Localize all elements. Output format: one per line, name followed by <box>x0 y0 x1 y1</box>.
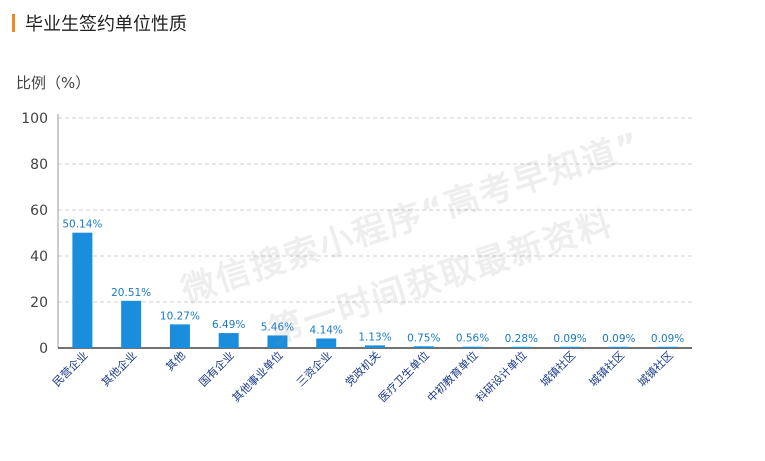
data-label: 6.49% <box>212 319 245 331</box>
bar <box>72 232 93 348</box>
data-label: 0.75% <box>407 332 440 344</box>
x-tick-label: 城镇社区 <box>586 348 627 389</box>
x-tick-label: 三资企业 <box>293 348 334 389</box>
x-tick-label: 其他企业 <box>98 348 139 389</box>
x-tick-label: 民营企业 <box>49 348 90 389</box>
x-tick-label: 国有企业 <box>196 348 237 389</box>
page-header: 毕业生签约单位性质 <box>12 10 187 36</box>
data-label: 0.56% <box>456 333 489 345</box>
x-tick-label: 党政机关 <box>342 348 383 389</box>
data-label: 4.14% <box>310 324 343 336</box>
y-axis-unit-label: 比例（%） <box>16 74 91 92</box>
x-tick-label: 城镇社区 <box>537 348 578 389</box>
bar <box>608 346 629 348</box>
bar <box>267 335 288 348</box>
bar <box>316 338 337 348</box>
x-tick-label: 城镇社区 <box>635 348 676 389</box>
bar <box>511 346 532 348</box>
y-tick-label: 40 <box>30 249 48 265</box>
bar <box>413 346 434 348</box>
y-tick-label: 20 <box>30 295 48 311</box>
x-tick-label: 医疗卫生单位 <box>375 348 432 405</box>
y-tick-label: 0 <box>39 341 48 357</box>
page-title: 毕业生签约单位性质 <box>25 14 187 35</box>
data-label: 10.27% <box>160 310 200 322</box>
bar <box>365 345 385 348</box>
bar <box>121 300 142 348</box>
bar <box>462 346 483 348</box>
x-tick-label: 中初教育单位 <box>424 348 481 405</box>
bar <box>657 346 678 348</box>
y-tick-label: 100 <box>21 111 48 127</box>
data-label: 0.09% <box>602 333 635 345</box>
bar <box>169 324 190 348</box>
bar <box>218 333 239 348</box>
x-tick-label: 其他 <box>163 349 188 374</box>
bar <box>560 346 581 348</box>
accent-bar <box>12 14 15 32</box>
data-label: 20.51% <box>111 287 151 299</box>
data-label: 50.14% <box>62 219 102 231</box>
x-tick-label: 科研设计单位 <box>473 348 530 405</box>
y-tick-label: 80 <box>30 157 48 173</box>
data-label: 0.09% <box>553 333 586 345</box>
x-tick-label: 其他事业单位 <box>229 348 286 405</box>
data-label: 5.46% <box>261 321 294 333</box>
data-label: 0.09% <box>651 333 684 345</box>
y-tick-label: 60 <box>30 203 48 219</box>
data-label: 1.13% <box>358 331 391 343</box>
data-label: 0.28% <box>505 333 538 345</box>
